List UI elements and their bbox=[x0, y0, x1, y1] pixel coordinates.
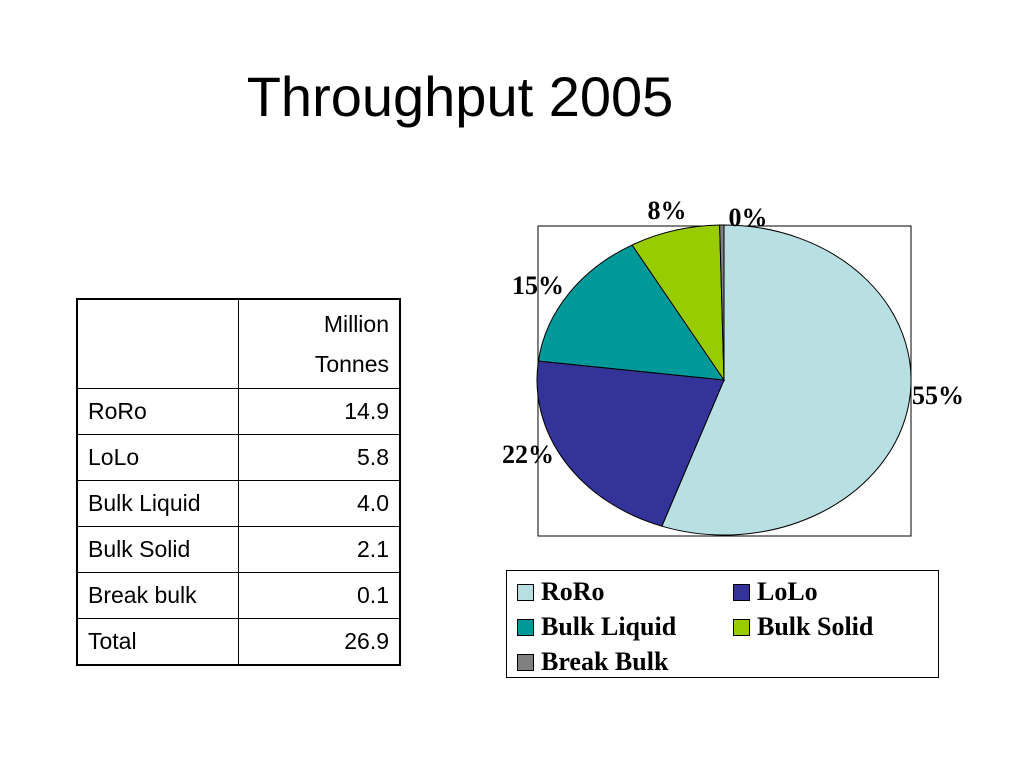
table-row: RoRo 14.9 bbox=[76, 388, 401, 435]
legend-item-roro: RoRo bbox=[517, 574, 605, 610]
table-header-line: Million bbox=[323, 311, 389, 337]
table-cell-value: 0.1 bbox=[238, 572, 401, 619]
table-row: Bulk Solid 2.1 bbox=[76, 526, 401, 573]
table-header-line: Tonnes bbox=[314, 351, 389, 377]
legend-label: LoLo bbox=[757, 577, 818, 606]
slide-title: Throughput 2005 bbox=[246, 65, 674, 128]
legend-label: Break Bulk bbox=[541, 647, 669, 676]
table-cell-label: LoLo bbox=[76, 434, 239, 481]
pie-slice-bulk-solid bbox=[631, 224, 725, 382]
data-label-bulk-solid: 8% bbox=[648, 196, 687, 225]
data-label-lolo: 22% bbox=[502, 440, 554, 469]
data-label-break-bulk: 0% bbox=[729, 203, 768, 232]
pie-slices bbox=[536, 224, 912, 536]
legend-swatch bbox=[517, 618, 534, 636]
legend-item-break-bulk: Break Bulk bbox=[517, 644, 668, 680]
legend-label: Bulk Solid bbox=[757, 612, 874, 641]
legend-item-lolo: LoLo bbox=[733, 574, 818, 610]
pie-slice-break-bulk bbox=[719, 224, 725, 381]
legend-swatch bbox=[517, 583, 534, 601]
legend-label: RoRo bbox=[541, 577, 605, 606]
legend-label: Bulk Liquid bbox=[541, 612, 677, 641]
table-row: LoLo 5.8 bbox=[76, 434, 401, 481]
table-row-total: Total 26.9 bbox=[76, 618, 401, 666]
chart-legend: RoRo LoLo Bulk Liquid Bulk Solid Break Bulk bbox=[506, 570, 939, 678]
legend-swatch bbox=[517, 653, 534, 671]
table-header-unit: Million Tonnes bbox=[238, 298, 401, 389]
table-cell-value: 26.9 bbox=[238, 618, 401, 666]
table-cell-label: Total bbox=[76, 618, 239, 666]
table-row: Bulk Liquid 4.0 bbox=[76, 480, 401, 527]
table-cell-label: Bulk Liquid bbox=[76, 480, 239, 527]
legend-swatch bbox=[733, 618, 750, 636]
legend-item-bulk-liquid: Bulk Liquid bbox=[517, 609, 676, 645]
throughput-table: Million Tonnes RoRo 14.9 LoLo 5.8 Bulk L… bbox=[76, 298, 401, 666]
legend-swatch bbox=[733, 583, 750, 601]
table-cell-label: Bulk Solid bbox=[76, 526, 239, 573]
data-label-bulk-liquid: 15% bbox=[512, 271, 564, 300]
table-row: Break bulk 0.1 bbox=[76, 572, 401, 619]
legend-item-bulk-solid: Bulk Solid bbox=[733, 609, 873, 645]
table-cell-value: 5.8 bbox=[238, 434, 401, 481]
table-cell-label: RoRo bbox=[76, 388, 239, 435]
table-cell-value: 14.9 bbox=[238, 388, 401, 435]
pie-slice-bulk-liquid bbox=[537, 244, 726, 381]
table-cell-label: Break bulk bbox=[76, 572, 239, 619]
pie-slice-lolo bbox=[536, 360, 725, 527]
data-label-roro: 55% bbox=[912, 381, 964, 410]
pie-data-labels: 55% 22% 15% 8% 0% bbox=[502, 196, 964, 469]
table-cell-value: 4.0 bbox=[238, 480, 401, 527]
